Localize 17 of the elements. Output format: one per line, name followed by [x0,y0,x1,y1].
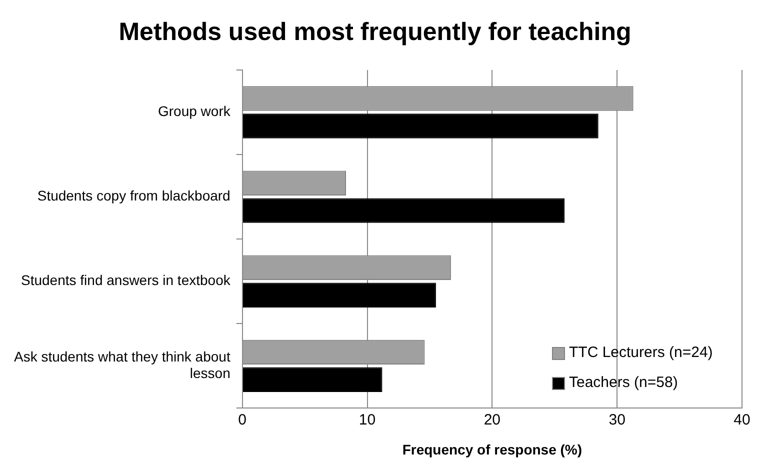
y-tick-label: Students find answers in textbook [21,272,232,288]
x-tick-label: 20 [484,411,501,428]
y-tick-label: Students copy from blackboard [37,188,230,204]
chart-title: Methods used most frequently for teaching [118,18,632,46]
x-tick-label: 10 [358,411,376,428]
x-axis-title: Frequency of response (%) [402,441,582,458]
x-tick-label: 30 [608,411,626,428]
x-tick-label: 0 [238,411,247,428]
bar [242,198,565,223]
x-tick-label: 40 [734,411,750,428]
bar [242,114,598,138]
bar [242,367,382,392]
legend-label: TTC Lecturers (n=24) [569,343,713,364]
y-tick-label: Group work [158,103,232,120]
bar [242,282,436,308]
y-tick-label: Ask students what they think about lesson [14,348,230,382]
legend-label: Teachers (n=58) [569,373,678,394]
